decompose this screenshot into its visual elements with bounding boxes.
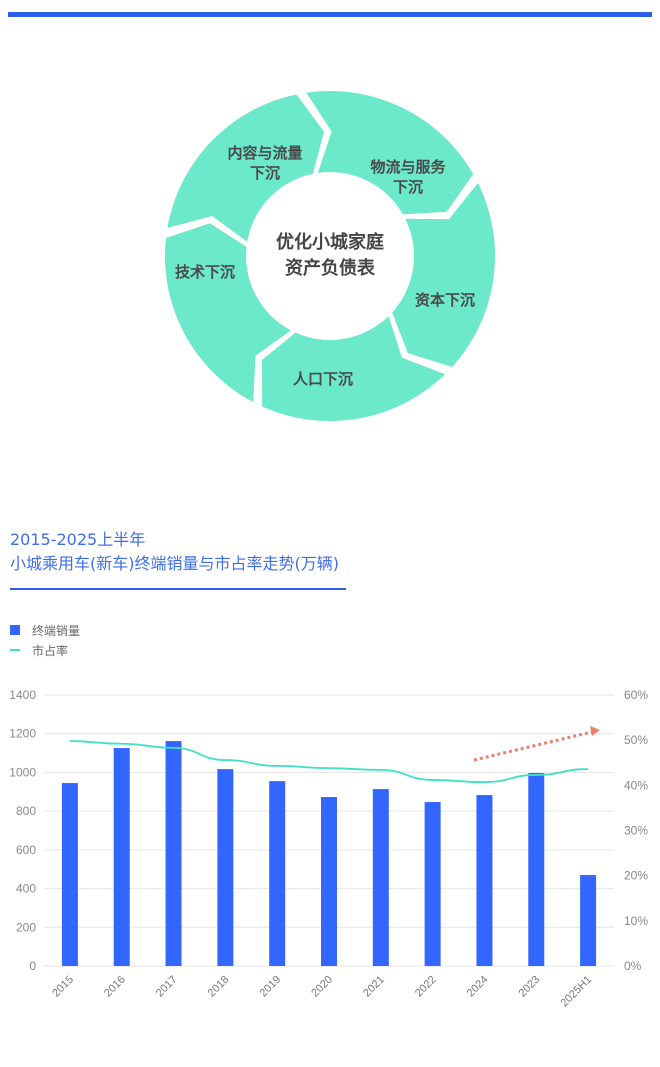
top-divider <box>8 12 652 17</box>
bar[interactable] <box>61 783 78 966</box>
ring-segment <box>261 316 446 421</box>
svg-text:2015: 2015 <box>50 974 76 1000</box>
segment-label-content: 内容与流量 下沉 <box>227 144 303 182</box>
svg-text:0%: 0% <box>624 959 642 973</box>
svg-text:2019: 2019 <box>258 974 284 1000</box>
svg-text:2023: 2023 <box>517 974 543 1000</box>
bar[interactable] <box>269 781 286 966</box>
segment-label-population: 人口下沉 <box>292 370 353 388</box>
legend-item-sales[interactable]: 终端销量 <box>10 620 80 640</box>
svg-text:40%: 40% <box>624 778 648 792</box>
bar[interactable] <box>165 741 182 966</box>
bar[interactable] <box>217 769 234 966</box>
svg-text:2025H1: 2025H1 <box>558 974 594 1010</box>
legend-item-share[interactable]: 市占率 <box>10 640 80 660</box>
svg-text:10%: 10% <box>624 914 648 928</box>
svg-text:2022: 2022 <box>413 974 439 1000</box>
ring-segment <box>392 183 496 367</box>
bar[interactable] <box>321 797 337 966</box>
svg-text:50%: 50% <box>624 733 648 747</box>
segment-label-logistics: 物流与服务 下沉 <box>370 158 446 196</box>
svg-text:60%: 60% <box>624 688 648 702</box>
bar[interactable] <box>528 773 545 966</box>
svg-text:20%: 20% <box>624 869 648 883</box>
svg-text:1200: 1200 <box>9 727 36 741</box>
svg-text:1000: 1000 <box>9 765 36 779</box>
svg-text:2018: 2018 <box>206 974 232 1000</box>
bar[interactable] <box>113 748 130 966</box>
svg-text:0: 0 <box>29 959 36 973</box>
ring-segment <box>306 91 474 215</box>
bar[interactable] <box>372 789 389 966</box>
arrow-head-icon <box>590 726 600 736</box>
chart-plot: 0 200 400 600 800 1000 1200 1400 0% 10% 20% 30% 40% 5… <box>9 688 648 1010</box>
share-line <box>69 740 589 784</box>
legend-label: 市占率 <box>32 643 69 658</box>
svg-text:2017: 2017 <box>154 974 180 1000</box>
svg-text:2016: 2016 <box>102 974 128 1000</box>
bar[interactable] <box>580 875 597 966</box>
svg-text:400: 400 <box>16 882 36 896</box>
chart-title: 2015-2025上半年 小城乘用车(新车)终端销量与市占率走势(万辆) <box>10 530 339 573</box>
bar[interactable] <box>424 802 441 966</box>
svg-text:2020: 2020 <box>309 974 335 1000</box>
bar-swatch-icon <box>10 625 20 635</box>
svg-text:1400: 1400 <box>9 688 36 702</box>
legend-label: 终端销量 <box>32 623 81 638</box>
cycle-diagram: 内容与流量 下沉 物流与服务 下沉 资本下沉 人口下沉 技术下沉 优化小城家庭 资产负… <box>0 70 660 450</box>
ring-graphic <box>164 91 496 421</box>
bar[interactable] <box>476 795 493 966</box>
title-underline <box>10 588 346 590</box>
svg-text:200: 200 <box>16 920 36 934</box>
svg-text:30%: 30% <box>624 824 648 838</box>
ring-segment <box>164 223 291 403</box>
trend-arrow <box>473 730 593 762</box>
svg-text:2024: 2024 <box>465 974 491 1000</box>
segment-label-technology: 技术下沉 <box>174 263 235 281</box>
center-label: 优化小城家庭 资产负债表 <box>276 232 384 279</box>
svg-text:2021: 2021 <box>361 974 387 1000</box>
combo-chart: 0 200 400 600 800 1000 1200 1400 0% 10% 20% 30% 40% 5… <box>0 680 660 1063</box>
line-swatch-icon <box>10 649 20 651</box>
ring-segment <box>167 94 325 242</box>
svg-text:800: 800 <box>16 804 36 818</box>
svg-text:600: 600 <box>16 843 36 857</box>
chart-legend: 终端销量 市占率 <box>10 620 80 660</box>
segment-label-capital: 资本下沉 <box>414 291 475 309</box>
